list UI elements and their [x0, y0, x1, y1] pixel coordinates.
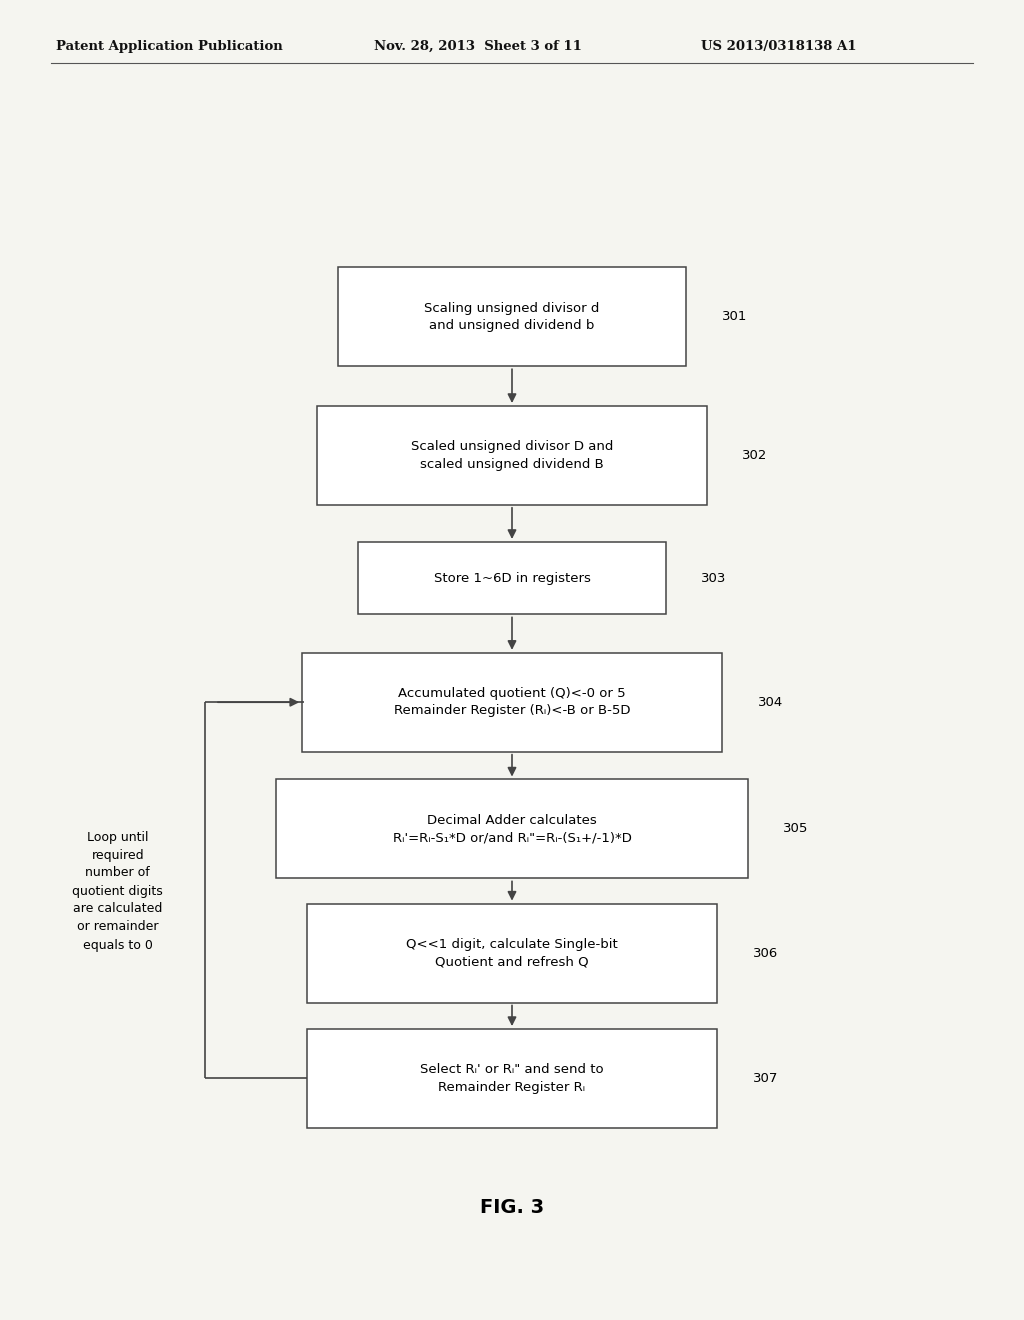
Text: Loop until
required
number of
quotient digits
are calculated
or remainder
equals: Loop until required number of quotient d…: [73, 830, 163, 952]
FancyBboxPatch shape: [307, 1030, 717, 1127]
Text: 306: 306: [753, 946, 778, 960]
Text: Store 1~6D in registers: Store 1~6D in registers: [433, 572, 591, 585]
Text: Decimal Adder calculates
Rᵢ'=Rᵢ-S₁*D or/and Rᵢ"=Rᵢ-(S₁+/-1)*D: Decimal Adder calculates Rᵢ'=Rᵢ-S₁*D or/…: [392, 813, 632, 845]
FancyBboxPatch shape: [317, 407, 707, 504]
FancyBboxPatch shape: [276, 779, 748, 879]
Text: 305: 305: [783, 822, 809, 836]
Text: US 2013/0318138 A1: US 2013/0318138 A1: [701, 40, 857, 53]
Text: Select Rᵢ' or Rᵢ" and send to
Remainder Register Rᵢ: Select Rᵢ' or Rᵢ" and send to Remainder …: [420, 1063, 604, 1094]
FancyBboxPatch shape: [302, 652, 722, 751]
Text: Q<<1 digit, calculate Single-bit
Quotient and refresh Q: Q<<1 digit, calculate Single-bit Quotien…: [407, 937, 617, 969]
Text: Patent Application Publication: Patent Application Publication: [56, 40, 283, 53]
Text: 302: 302: [742, 449, 768, 462]
Text: 304: 304: [758, 696, 783, 709]
Text: Scaling unsigned divisor d
and unsigned dividend b: Scaling unsigned divisor d and unsigned …: [424, 301, 600, 333]
FancyBboxPatch shape: [358, 541, 666, 614]
Text: FIG. 3: FIG. 3: [480, 1199, 544, 1217]
Text: 307: 307: [753, 1072, 778, 1085]
Text: 301: 301: [722, 310, 748, 323]
FancyBboxPatch shape: [338, 267, 686, 366]
Text: Nov. 28, 2013  Sheet 3 of 11: Nov. 28, 2013 Sheet 3 of 11: [374, 40, 582, 53]
Text: 303: 303: [701, 572, 727, 585]
FancyBboxPatch shape: [307, 903, 717, 1003]
Text: Accumulated quotient (Q)<-0 or 5
Remainder Register (Rᵢ)<-B or B-5D: Accumulated quotient (Q)<-0 or 5 Remaind…: [394, 686, 630, 718]
Text: Scaled unsigned divisor D and
scaled unsigned dividend B: Scaled unsigned divisor D and scaled uns…: [411, 440, 613, 471]
